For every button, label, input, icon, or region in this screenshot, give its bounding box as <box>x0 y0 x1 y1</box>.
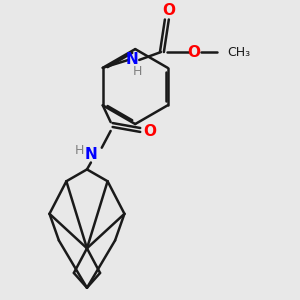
Text: N: N <box>85 147 97 162</box>
Text: H: H <box>133 65 142 78</box>
Text: N: N <box>126 52 139 68</box>
Text: H: H <box>74 144 84 157</box>
Text: O: O <box>162 3 175 18</box>
Text: O: O <box>187 44 200 59</box>
Text: CH₃: CH₃ <box>227 46 250 59</box>
Text: O: O <box>144 124 157 140</box>
